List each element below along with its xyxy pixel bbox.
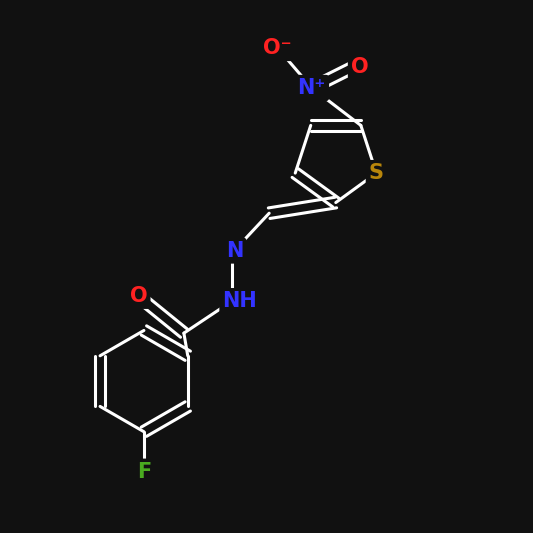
Text: O: O (130, 286, 148, 306)
Text: O⁻: O⁻ (263, 38, 292, 58)
Text: N⁺: N⁺ (297, 78, 326, 98)
Text: F: F (137, 462, 151, 482)
Text: NH: NH (222, 291, 257, 311)
Text: N: N (226, 240, 243, 261)
Text: O: O (351, 56, 369, 77)
Text: S: S (369, 163, 384, 183)
